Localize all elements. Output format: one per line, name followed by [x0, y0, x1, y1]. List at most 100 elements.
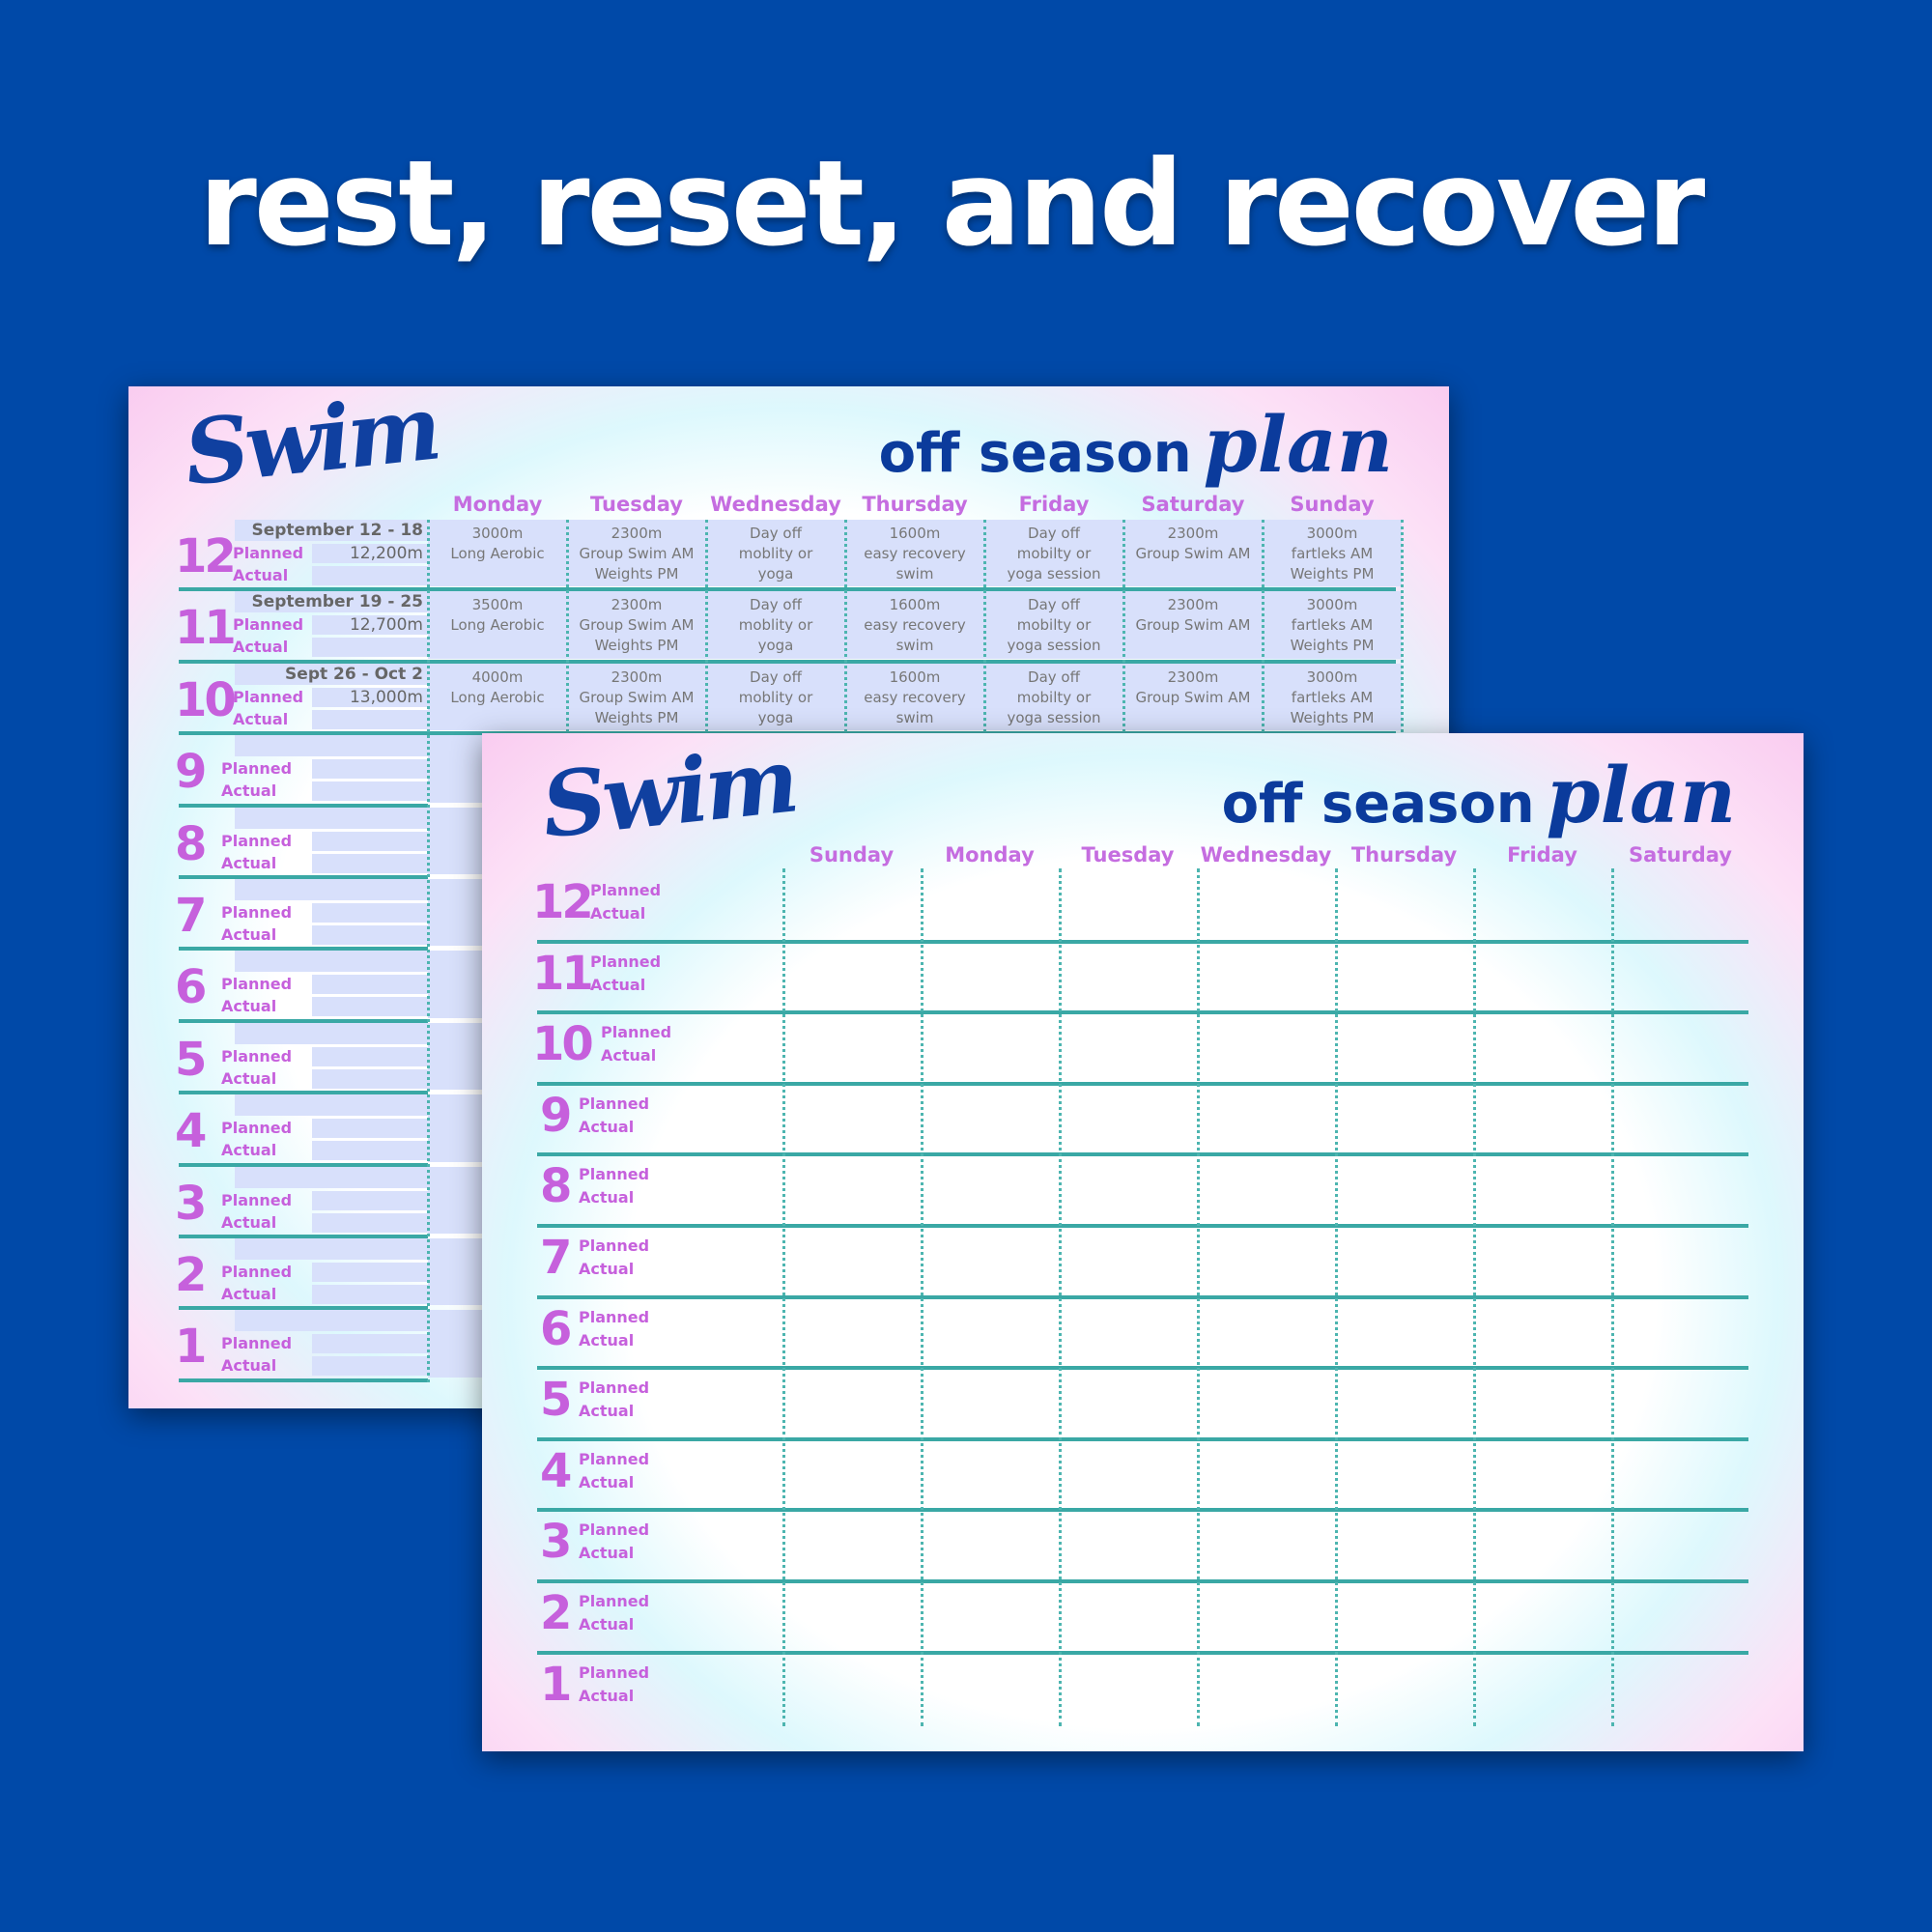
swim-logo: Swim	[537, 733, 800, 859]
week-number: 2	[540, 1586, 572, 1640]
day-workout-friday: Day off mobilty or yoga session	[1007, 596, 1101, 655]
actual-label: Actual	[590, 975, 646, 994]
row-divider	[179, 587, 1396, 592]
actual-field	[312, 638, 428, 658]
planned-label: Planned	[233, 544, 304, 562]
actual-label: Actual	[221, 781, 277, 801]
week-number: 9	[175, 745, 207, 800]
day-workout-thursday: 1600m easy recovery swim	[864, 596, 966, 655]
front-planner-sheet: Swim off season plan Sunday Monday Tuesday W…	[482, 733, 1804, 1751]
row-divider	[179, 947, 428, 952]
planned-distance: 13,000m	[349, 687, 423, 707]
column-divider	[427, 520, 430, 1382]
column-divider	[782, 868, 785, 1726]
planned-field	[312, 975, 428, 995]
actual-field	[312, 1212, 428, 1233]
day-workout-thursday: 1600m easy recovery swim	[864, 525, 966, 582]
actual-label: Actual	[221, 1068, 277, 1088]
day-header-tuesday: Tuesday	[590, 493, 683, 516]
day-workout-tuesday: 2300m Group Swim AM Weights PM	[579, 596, 695, 655]
week-number: 8	[540, 1159, 572, 1214]
week-number: 3	[175, 1176, 207, 1231]
planned-label: Planned	[579, 1662, 650, 1682]
actual-label: Actual	[579, 1330, 635, 1350]
week-dates: September 12 - 18	[251, 521, 423, 540]
planned-label: Planned	[579, 1307, 650, 1326]
day-header-saturday: Saturday	[1141, 493, 1245, 516]
dates-field	[235, 951, 428, 973]
planned-label: Planned	[221, 1334, 293, 1353]
column-divider	[921, 868, 923, 1726]
week-number: 11	[175, 601, 237, 656]
planned-field	[312, 1263, 428, 1282]
week-number: 10	[532, 1017, 594, 1072]
day-header-thursday: Thursday	[1350, 843, 1458, 867]
actual-field	[312, 1141, 428, 1161]
dates-field	[235, 879, 428, 900]
column-divider	[1473, 868, 1476, 1726]
dates-field	[235, 520, 428, 541]
planned-label: Planned	[601, 1023, 672, 1042]
actual-field	[312, 566, 428, 585]
actual-label: Actual	[221, 997, 277, 1016]
planned-label: Planned	[221, 1190, 293, 1209]
row-divider	[179, 875, 428, 879]
day-workout-monday: 3500m Long Aerobic	[450, 596, 545, 635]
headline: rest, reset, and recover	[198, 135, 1706, 272]
week-dates: Sept 26 - Oct 2	[285, 664, 423, 684]
actual-label: Actual	[221, 1141, 277, 1160]
dates-field	[235, 591, 428, 613]
planned-label: Planned	[579, 1094, 650, 1113]
week-number: 3	[540, 1515, 572, 1570]
actual-label: Actual	[579, 1117, 635, 1136]
actual-label: Actual	[579, 1686, 635, 1705]
row-divider	[537, 1010, 1748, 1015]
row-divider	[537, 1579, 1748, 1583]
day-header-sunday: Sunday	[809, 843, 895, 867]
row-divider	[537, 939, 1748, 944]
day-header-friday: Friday	[1018, 493, 1090, 516]
row-divider	[537, 1650, 1748, 1655]
week-cell-bg	[428, 663, 1402, 731]
dates-field	[235, 1166, 428, 1188]
week-number: 7	[540, 1231, 572, 1285]
planned-field	[312, 1046, 428, 1066]
day-workout-wednesday: Day off moblity or yoga	[738, 668, 813, 726]
column-divider	[1197, 868, 1200, 1726]
day-workout-sunday: 3000m fartleks AM Weights PM	[1290, 668, 1375, 726]
actual-label: Actual	[221, 1285, 277, 1303]
week-number: 4	[540, 1443, 572, 1498]
planned-label: Planned	[233, 687, 304, 706]
week-number: 9	[540, 1088, 572, 1143]
planned-field	[312, 687, 428, 707]
actual-field	[312, 709, 428, 729]
day-workout-saturday: 2300m Group Swim AM	[1135, 668, 1251, 706]
week-number: 7	[175, 889, 207, 943]
day-header-tuesday: Tuesday	[1081, 843, 1175, 867]
actual-field	[312, 997, 428, 1017]
title-script: plan	[1546, 750, 1736, 840]
row-divider	[537, 1366, 1748, 1371]
actual-field	[312, 1068, 428, 1089]
actual-label: Actual	[579, 1260, 635, 1278]
row-divider	[179, 803, 428, 808]
day-workout-saturday: 2300m Group Swim AM	[1135, 596, 1251, 635]
actual-label: Actual	[579, 1472, 635, 1492]
column-divider	[1611, 868, 1614, 1726]
day-workout-monday: 4000m Long Aerobic	[450, 668, 545, 706]
planned-field	[312, 759, 428, 780]
week-dates: September 19 - 25	[251, 592, 423, 612]
day-workout-saturday: 2300m Group Swim AM	[1135, 525, 1251, 562]
sheet-title: off season plan	[1222, 756, 1736, 836]
day-header-monday: Monday	[945, 843, 1035, 867]
planned-field	[312, 1334, 428, 1354]
row-divider	[179, 1306, 428, 1311]
actual-label: Actual	[221, 1212, 277, 1232]
row-divider	[537, 1081, 1748, 1086]
planned-label: Planned	[221, 1263, 293, 1281]
week-number: 2	[175, 1248, 207, 1302]
title-script: plan	[1203, 399, 1393, 490]
day-workout-sunday: 3000m fartleks AM Weights PM	[1290, 525, 1375, 582]
row-divider	[537, 1294, 1748, 1299]
row-divider	[537, 1224, 1748, 1228]
